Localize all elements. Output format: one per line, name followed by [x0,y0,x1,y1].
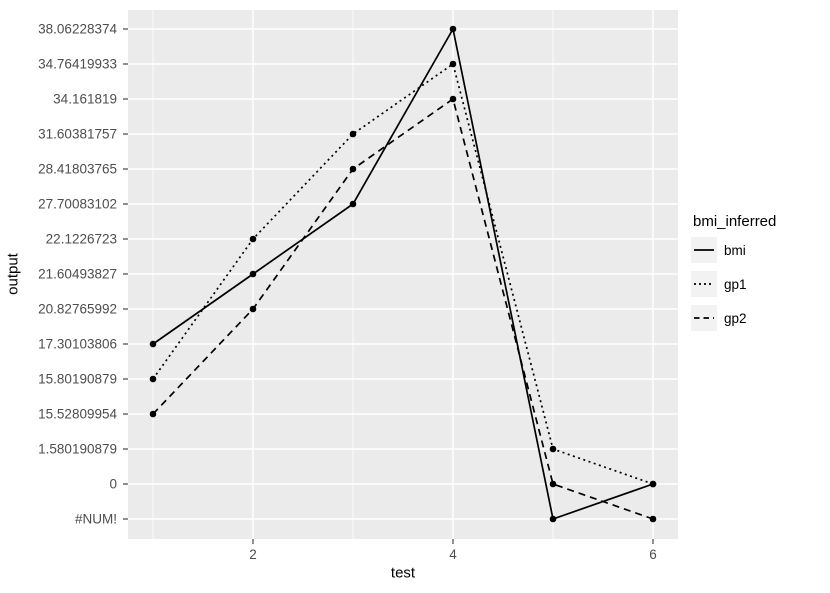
y-tick-label: #NUM! [75,512,117,527]
y-tick-label: 15.80190879 [38,372,117,387]
y-tick-label: 31.60381757 [38,127,117,142]
dotted-line-icon [691,271,717,297]
data-point-bmi [249,270,257,278]
y-tick-label: 34.161819 [53,92,117,107]
data-point-bmi [449,25,457,33]
data-point-gp1 [149,375,157,383]
y-tick-label: 22.1226723 [46,232,117,247]
data-point-gp2 [449,95,457,103]
legend-label-gp2: gp2 [724,310,747,326]
data-point-gp2 [149,410,157,418]
legend-label-bmi: bmi [724,242,746,258]
data-point-gp2 [249,305,257,313]
legend-item-bmi: bmi [691,237,776,263]
legend-label-gp1: gp1 [724,276,747,292]
y-tick-label: 28.41803765 [38,162,117,177]
x-tick-label: 4 [449,547,457,562]
data-point-bmi [349,200,357,208]
x-tick-label: 6 [649,547,657,562]
data-point-bmi [149,340,157,348]
y-tick-label: 38.06228374 [38,22,117,37]
series-line-bmi [152,26,654,521]
y-tick-label: 27.70083102 [38,197,117,212]
data-point-gp1 [249,235,257,243]
data-point-gp2 [649,515,657,523]
y-tick-label: 15.52809954 [38,407,117,422]
legend: bmi_inferred bmi gp1 gp2 [691,213,776,339]
data-point-bmi [549,515,557,523]
legend-title: bmi_inferred [693,213,777,230]
data-point-gp1 [549,445,557,453]
y-tick-label: 0 [109,477,117,492]
y-tick-label: 34.76419933 [38,57,117,72]
data-point-gp2 [549,480,557,488]
y-tick-label: 17.30103806 [38,337,117,352]
solid-line-icon [691,237,717,263]
legend-item-gp2: gp2 [691,305,776,331]
series-line-gp2 [152,97,654,520]
y-tick-label: 1.580190879 [38,442,117,457]
y-tick-label: 20.82765992 [38,302,117,317]
series-line-gp1 [152,62,654,485]
data-point-gp1 [349,130,357,138]
x-axis-title: test [390,564,416,582]
data-point-gp1 [649,480,657,488]
dashed-line-icon [691,305,717,331]
x-tick-label: 2 [249,547,257,562]
y-axis-title: output [4,253,22,295]
data-point-gp2 [349,165,357,173]
data-point-gp1 [449,60,457,68]
legend-item-gp1: gp1 [691,271,776,297]
y-tick-label: 21.60493827 [38,267,117,282]
